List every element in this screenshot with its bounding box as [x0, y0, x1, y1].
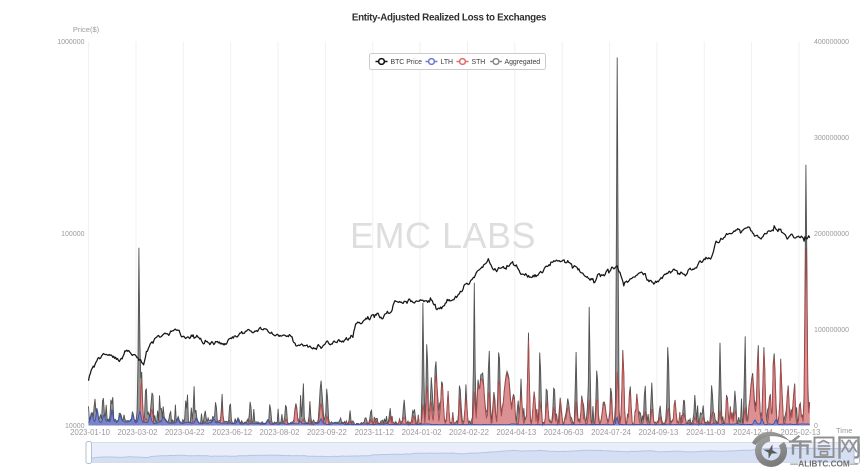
svg-text:100000000: 100000000 [814, 327, 849, 334]
svg-text:LTH: LTH [441, 59, 454, 66]
svg-text:EMC LABS: EMC LABS [350, 215, 536, 256]
svg-text:200000000: 200000000 [814, 231, 849, 238]
svg-text:0: 0 [814, 423, 818, 430]
svg-text:—ALIBTC.COM—: —ALIBTC.COM— [790, 460, 859, 469]
svg-text:2024-11-03: 2024-11-03 [686, 428, 725, 437]
svg-text:STH: STH [472, 59, 486, 66]
svg-text:2023-08-02: 2023-08-02 [260, 428, 300, 437]
svg-text:2023-11-12: 2023-11-12 [355, 428, 394, 437]
svg-text:1000000: 1000000 [57, 39, 84, 46]
svg-text:400000000: 400000000 [814, 39, 849, 46]
svg-text:2024-01-02: 2024-01-02 [402, 428, 442, 437]
svg-text:Price($): Price($) [73, 25, 100, 34]
svg-text:2024-12-24: 2024-12-24 [733, 428, 774, 437]
svg-text:2024-06-03: 2024-06-03 [544, 428, 584, 437]
svg-text:2023-03-02: 2023-03-02 [118, 428, 158, 437]
svg-text:Aggregated: Aggregated [505, 59, 541, 66]
svg-text:2024-02-22: 2024-02-22 [449, 428, 489, 437]
svg-text:2024-04-13: 2024-04-13 [496, 428, 536, 437]
svg-text:Time: Time [836, 426, 852, 435]
svg-text:2023-09-22: 2023-09-22 [307, 428, 347, 437]
svg-text:300000000: 300000000 [814, 135, 849, 142]
svg-text:2023-01-10: 2023-01-10 [70, 428, 111, 437]
svg-text:Entity-Adjusted Realized Loss: Entity-Adjusted Realized Loss to Exchang… [352, 13, 547, 24]
svg-text:2024-07-24: 2024-07-24 [591, 428, 632, 437]
svg-text:100000: 100000 [61, 231, 84, 238]
svg-text:2023-06-12: 2023-06-12 [212, 428, 252, 437]
svg-text:2025-02-13: 2025-02-13 [781, 428, 821, 437]
svg-text:2024-09-13: 2024-09-13 [638, 428, 678, 437]
svg-text:BTC Price: BTC Price [391, 59, 423, 66]
svg-text:10000: 10000 [65, 423, 85, 430]
svg-text:2023-04-22: 2023-04-22 [165, 428, 205, 437]
